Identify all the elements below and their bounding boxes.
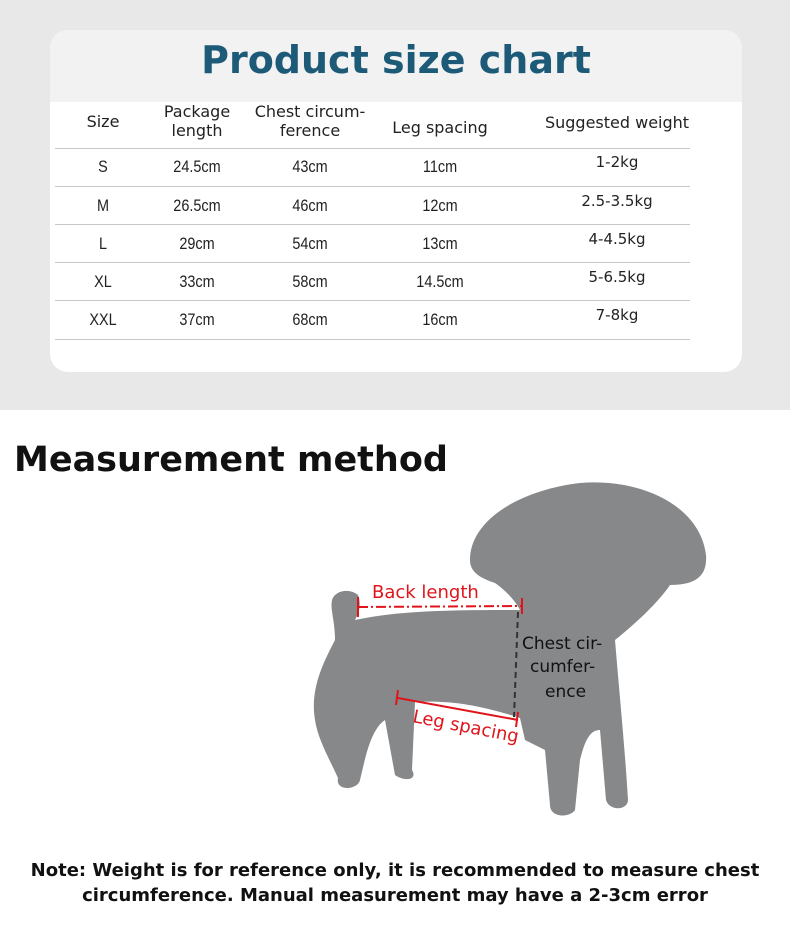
table-cell-weight: 1-2kg xyxy=(595,153,639,171)
table-cell-leg-spacing: 16cm xyxy=(422,310,458,329)
row-divider xyxy=(55,224,690,225)
dog-silhouette xyxy=(313,482,707,816)
back-length-marker xyxy=(357,597,523,617)
size-chart-card: Product size chart xyxy=(50,30,742,372)
table-cell-chest: 58cm xyxy=(292,272,328,291)
row-divider xyxy=(55,186,690,187)
table-cell-leg-spacing: 13cm xyxy=(422,234,458,253)
note-line-1: Note: Weight is for reference only, it i… xyxy=(30,860,760,881)
table-cell-package-length: 26.5cm xyxy=(173,196,221,215)
table-cell-package-length: 29cm xyxy=(179,234,215,253)
row-divider xyxy=(55,300,690,301)
chest-label: Chest cir- cumfer- ence xyxy=(522,634,608,702)
row-divider xyxy=(55,148,690,149)
table-cell-chest: 46cm xyxy=(292,196,328,215)
table-cell-package-length: 37cm xyxy=(179,310,215,329)
back-length-label: Back length xyxy=(372,582,479,603)
table-cell-chest: 43cm xyxy=(292,157,328,176)
note-text: Note: Weight is for reference only, it i… xyxy=(0,858,790,908)
table-cell-leg-spacing: 14.5cm xyxy=(416,272,464,291)
table-cell-leg-spacing: 12cm xyxy=(422,196,458,215)
chest-marker xyxy=(513,611,519,718)
column-header: Package length xyxy=(163,102,231,140)
column-header: Suggested weight xyxy=(544,113,690,132)
table-cell-chest: 54cm xyxy=(292,234,328,253)
table-cell-size: XXL xyxy=(89,310,117,329)
card-header xyxy=(50,30,742,102)
column-header: Chest circum- ference xyxy=(254,102,366,140)
table-cell-size: L xyxy=(98,234,108,253)
row-divider xyxy=(55,262,690,263)
size-chart-title: Product size chart xyxy=(201,38,591,82)
row-divider xyxy=(55,339,690,340)
column-header: Size xyxy=(86,112,120,131)
table-cell-package-length: 33cm xyxy=(179,272,215,291)
table-cell-size: XL xyxy=(94,272,112,291)
table-cell-size: S xyxy=(98,157,108,176)
table-cell-size: M xyxy=(96,196,110,215)
table-cell-weight: 5-6.5kg xyxy=(588,268,646,286)
leg-spacing-marker xyxy=(395,689,519,728)
table-cell-weight: 4-4.5kg xyxy=(588,230,646,248)
table-cell-weight: 7-8kg xyxy=(595,306,639,324)
column-header: Leg spacing xyxy=(392,118,488,137)
table-cell-weight: 2.5-3.5kg xyxy=(581,192,653,210)
note-line-2: circumference. Manual measurement may ha… xyxy=(82,885,708,906)
table-cell-package-length: 24.5cm xyxy=(173,157,221,176)
measurement-title: Measurement method xyxy=(14,440,448,480)
table-cell-leg-spacing: 11cm xyxy=(422,157,458,176)
table-cell-chest: 68cm xyxy=(292,310,328,329)
